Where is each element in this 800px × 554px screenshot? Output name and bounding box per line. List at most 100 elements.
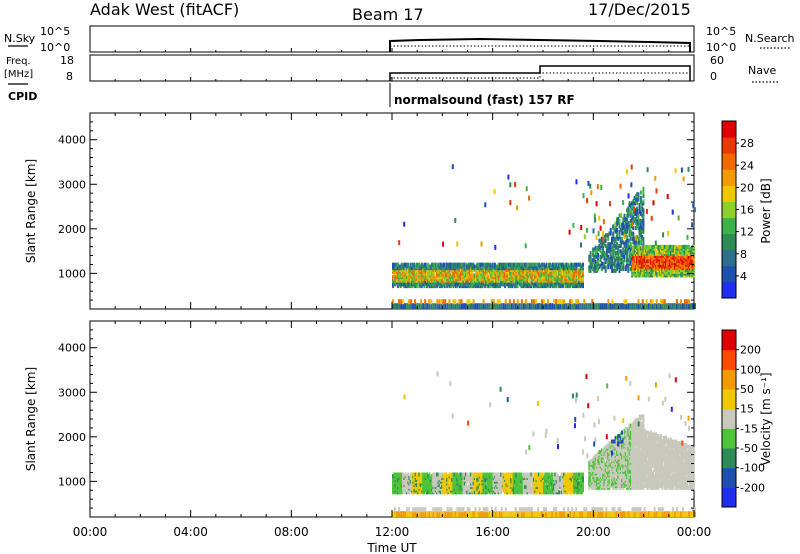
scatter-cell xyxy=(617,249,620,254)
scatter-cell xyxy=(628,211,631,216)
scatter-cell xyxy=(555,472,558,477)
scatter-cell xyxy=(544,472,547,477)
scatter-cell xyxy=(497,262,500,267)
scatter-cell xyxy=(509,276,511,281)
scatter-cell xyxy=(518,511,521,518)
scatter-cell xyxy=(557,299,560,305)
scatter-cell xyxy=(633,210,636,215)
scatter-cell xyxy=(597,303,600,310)
scatter-cell xyxy=(583,507,586,513)
scatter-cell xyxy=(414,511,417,518)
scatter-cell xyxy=(639,219,642,223)
scatter-cell xyxy=(511,278,514,283)
scatter-cell xyxy=(534,262,537,267)
scatter-cell xyxy=(471,284,474,289)
scatter-cell xyxy=(468,472,471,477)
scatter-cell xyxy=(659,299,662,305)
scatter-cell xyxy=(637,220,640,225)
scatter-cell xyxy=(439,266,442,271)
scatter-cell xyxy=(593,247,596,252)
scatter-cell xyxy=(490,486,493,491)
scatter-cell xyxy=(465,472,467,477)
scatter-cell xyxy=(546,476,549,480)
scatter-cell xyxy=(683,244,686,249)
scatter-cell xyxy=(633,303,636,310)
scatter-cell xyxy=(471,262,474,267)
scatter-cell xyxy=(613,511,616,518)
scatter-cell xyxy=(633,206,636,212)
scatter-cell xyxy=(481,262,484,267)
scatter-cell xyxy=(412,280,415,285)
scatter-cell xyxy=(602,261,605,266)
scatter-cell xyxy=(486,262,489,267)
scatter-cell xyxy=(502,262,505,267)
scatter-cell xyxy=(529,472,532,477)
scatter-cell xyxy=(691,222,694,228)
scatter-cell xyxy=(622,263,625,268)
scatter-cell xyxy=(516,262,519,267)
scatter-cell xyxy=(514,303,517,310)
scatter-cell xyxy=(512,511,515,518)
scatter-cell xyxy=(443,472,446,477)
scatter-cell xyxy=(516,268,519,272)
scatter-cell xyxy=(520,299,523,305)
scatter-cell xyxy=(563,303,566,310)
scatter-cell xyxy=(506,477,509,482)
scatter-cell xyxy=(669,511,672,518)
scatter-cell xyxy=(444,477,447,482)
scatter-cell xyxy=(579,303,582,310)
scatter-cell xyxy=(546,488,549,493)
cpid-label: CPID xyxy=(8,90,37,103)
scatter-cell xyxy=(666,194,669,199)
scatter-cell xyxy=(453,282,456,287)
scatter-cell xyxy=(641,235,644,240)
scatter-cell xyxy=(404,472,407,477)
scatter-cell xyxy=(476,472,479,477)
scatter-cell xyxy=(512,303,515,310)
scatter-cell xyxy=(426,278,428,283)
scatter-cell xyxy=(486,507,489,513)
scatter-cell xyxy=(412,486,415,491)
scatter-cell xyxy=(463,282,466,287)
scatter-cell xyxy=(623,511,626,518)
scatter-cell xyxy=(483,486,486,491)
scatter-cell xyxy=(466,507,469,513)
scatter-cell xyxy=(624,240,627,245)
scatter-cell xyxy=(506,262,509,267)
scatter-cell xyxy=(541,275,544,280)
scatter-cell xyxy=(484,507,487,513)
scatter-cell xyxy=(500,262,503,267)
scatter-cell xyxy=(458,303,461,310)
scatter-cell xyxy=(395,262,398,267)
scatter-cell xyxy=(685,303,688,310)
scatter-cell xyxy=(631,303,634,310)
scatter-cell xyxy=(663,244,666,249)
scatter-cell xyxy=(414,477,417,482)
scatter-cell xyxy=(621,222,623,227)
scatter-cell xyxy=(418,472,421,477)
scatter-cell xyxy=(687,166,690,172)
scatter-cell xyxy=(627,238,630,243)
scatter-cell xyxy=(568,284,571,289)
scatter-cell xyxy=(591,507,594,513)
scatter-cell xyxy=(593,507,596,513)
scatter-cell xyxy=(534,511,537,518)
scatter-cell xyxy=(567,507,570,513)
scatter-cell xyxy=(639,206,642,211)
scatter-cell xyxy=(592,267,595,272)
scatter-cell xyxy=(622,200,625,206)
scatter-cell xyxy=(475,481,478,486)
scatter-cell xyxy=(553,276,556,281)
scatter-cell xyxy=(551,483,554,488)
scatter-cell xyxy=(495,264,498,269)
scatter-cell xyxy=(657,303,660,310)
scatter-cell xyxy=(647,303,650,310)
scatter-cell xyxy=(446,477,449,482)
scatter-cell xyxy=(514,278,517,283)
scatter-cell xyxy=(574,282,577,287)
scatter-cell xyxy=(564,275,567,280)
scatter-cell xyxy=(571,303,574,310)
scatter-cell xyxy=(690,264,693,269)
scatter-cell xyxy=(636,244,639,249)
scatter-cell xyxy=(444,299,447,305)
